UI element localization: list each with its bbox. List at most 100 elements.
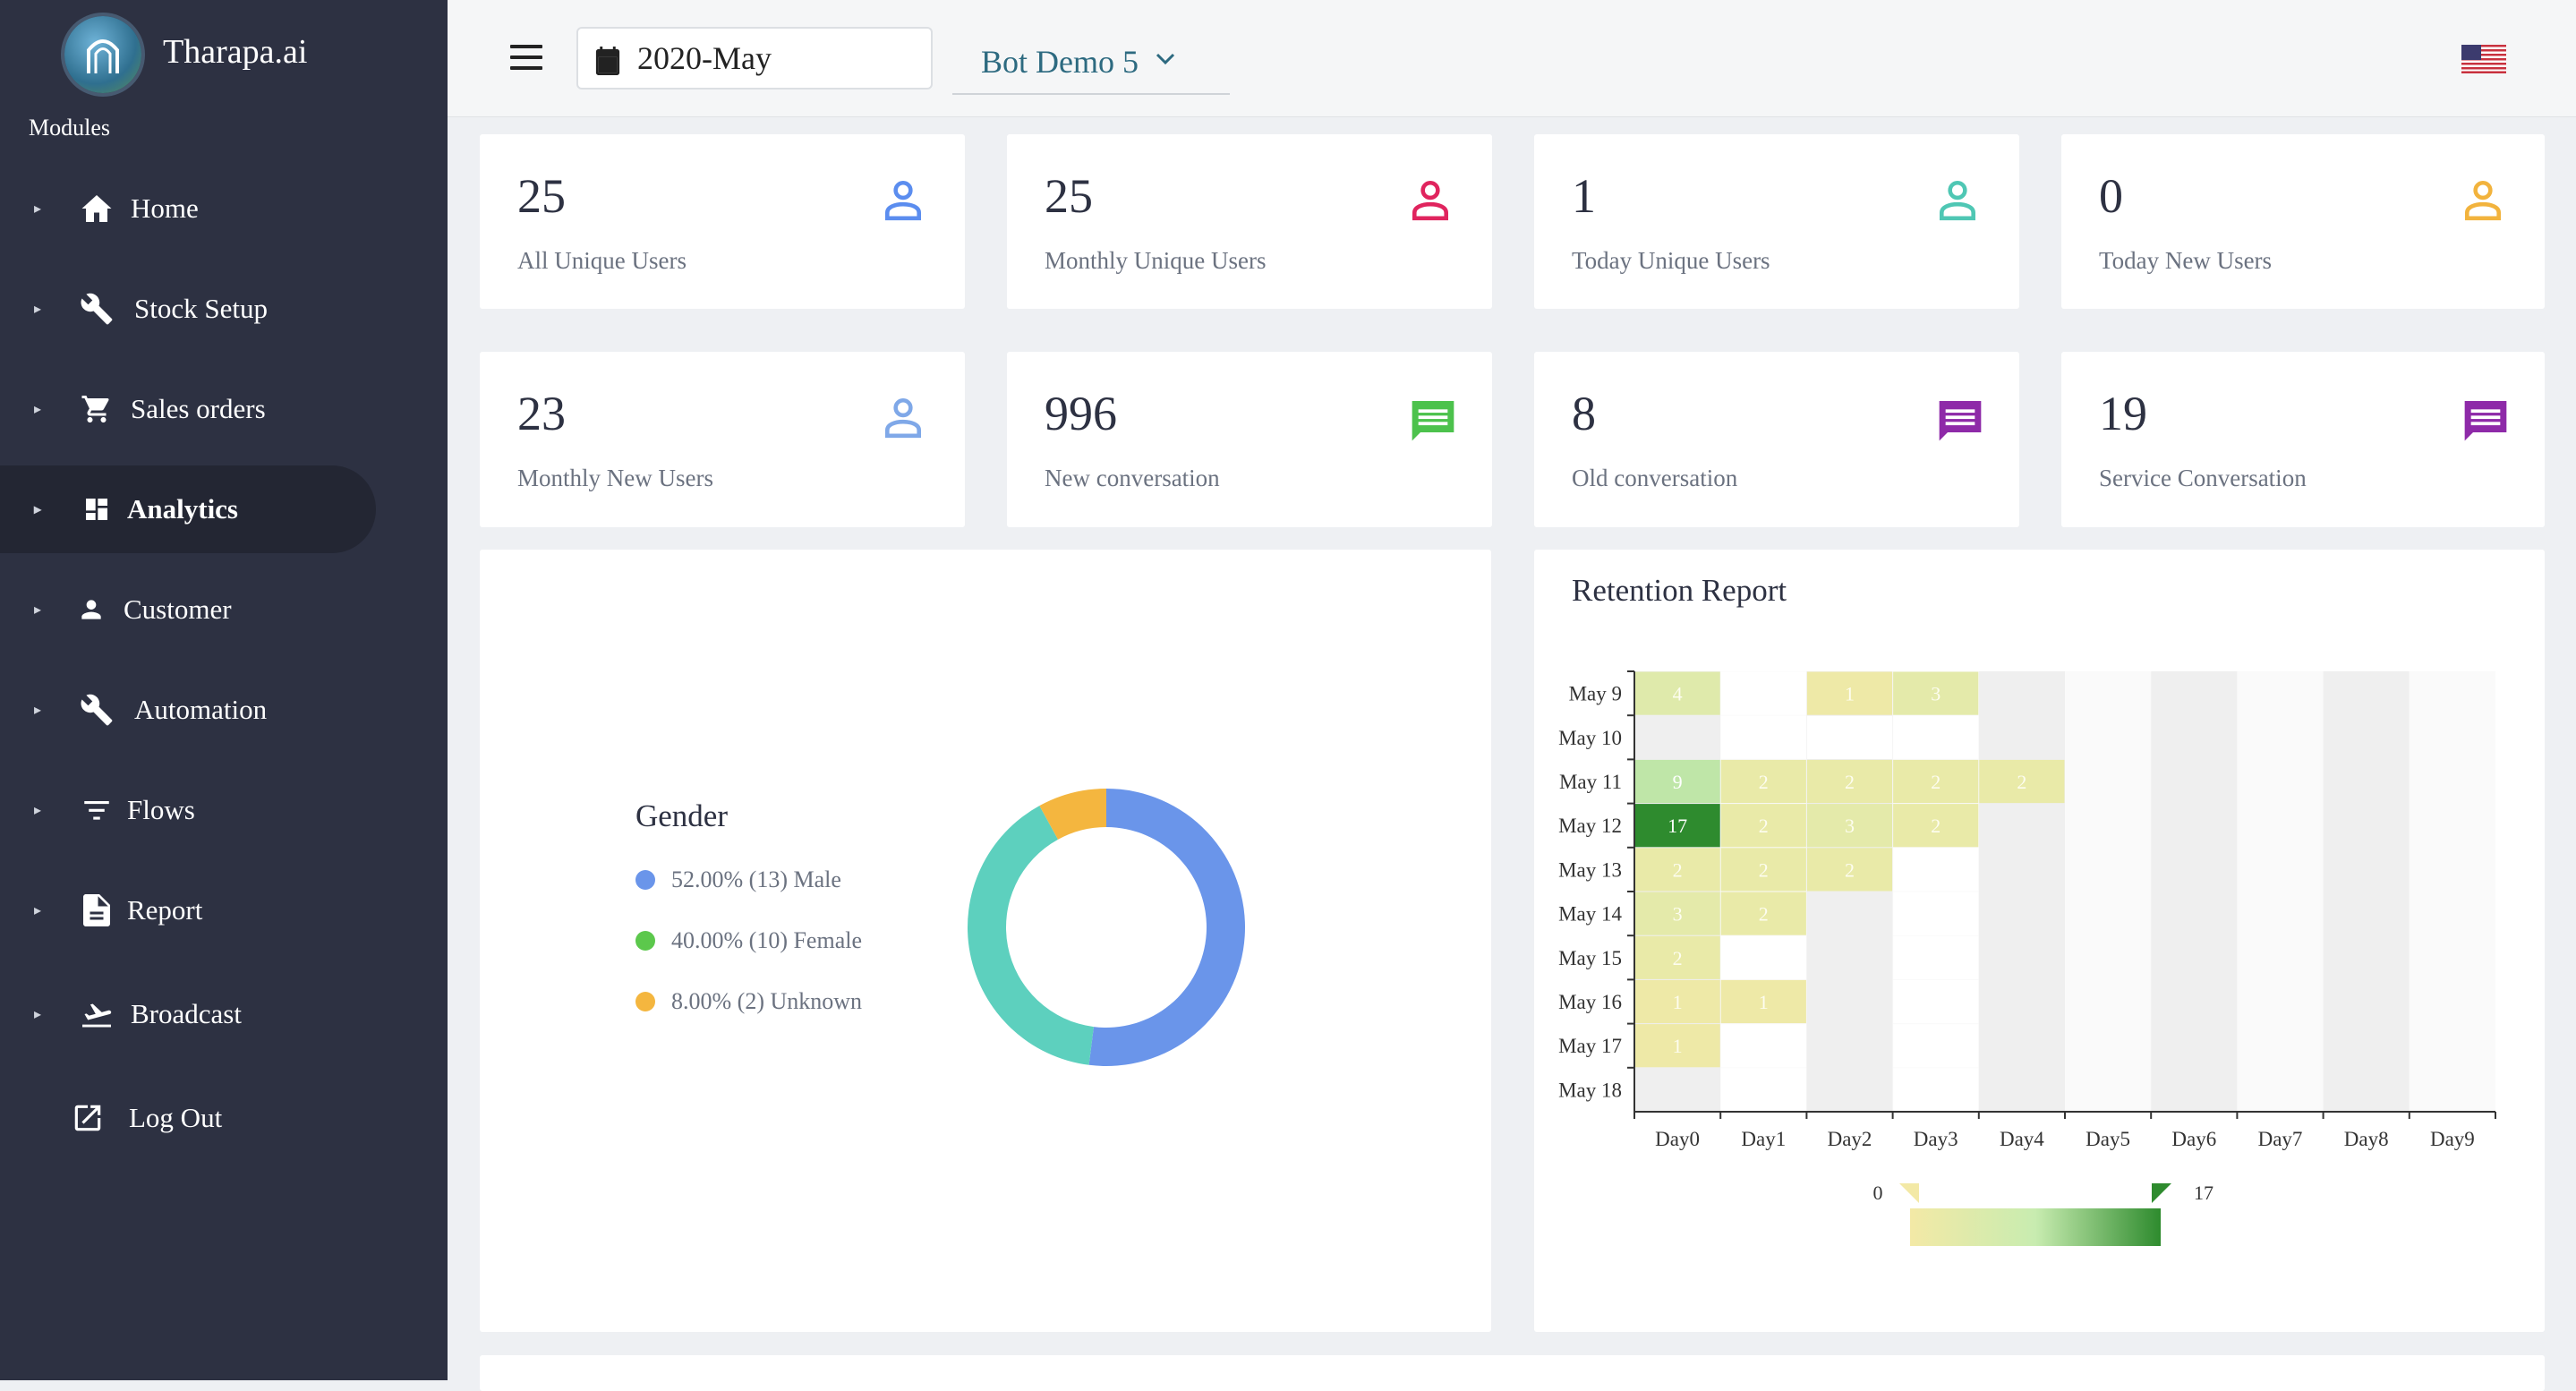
heatmap-cell[interactable] bbox=[1893, 759, 1979, 804]
sidebar-item-automation[interactable]: ▸ Automation bbox=[0, 666, 376, 754]
sidebar-item-broadcast[interactable]: ▸ Broadcast bbox=[0, 970, 376, 1058]
bot-select[interactable]: Bot Demo 5 bbox=[952, 36, 1230, 95]
sidebar-item-label: Stock Setup bbox=[134, 293, 268, 324]
heatmap-cell-label: 2 bbox=[1759, 771, 1769, 793]
retention-report-title: Retention Report bbox=[1572, 573, 1787, 608]
stat-value: 1 bbox=[1572, 169, 1596, 223]
modules-section-label: Modules bbox=[29, 115, 110, 141]
x-tick-label: Day2 bbox=[1828, 1128, 1872, 1150]
heatmap-cell[interactable] bbox=[1720, 892, 1806, 935]
heatmap-cell[interactable] bbox=[1720, 979, 1806, 1024]
heatmap-cell-label: 1 bbox=[1673, 991, 1683, 1013]
sidebar-item-sales-orders[interactable]: ▸ Sales orders bbox=[0, 365, 376, 453]
legend-item-unknown[interactable]: 8.00% (2) Unknown bbox=[635, 988, 862, 1015]
heatmap-cell-label: 2 bbox=[1845, 858, 1855, 881]
x-tick-label: Day8 bbox=[2344, 1128, 2389, 1150]
sidebar-item-label: Report bbox=[127, 894, 203, 926]
caret-right-icon: ▸ bbox=[34, 302, 42, 317]
menu-toggle-icon[interactable] bbox=[510, 45, 542, 70]
sidebar-item-stock-setup[interactable]: ▸ Stock Setup bbox=[0, 265, 376, 353]
heatmap-cell[interactable] bbox=[1806, 759, 1893, 804]
visual-map-min-handle[interactable] bbox=[1899, 1183, 1919, 1203]
heatmap-cell[interactable] bbox=[1634, 848, 1720, 892]
heatmap-cell[interactable] bbox=[1979, 759, 2065, 804]
heatmap-cell-label: 2 bbox=[1845, 771, 1855, 793]
heatmap-cell[interactable] bbox=[1720, 804, 1806, 848]
brand-name[interactable]: Tharapa.ai bbox=[163, 33, 308, 71]
stat-card-today-unique-users: 1 Today Unique Users bbox=[1534, 134, 2019, 309]
heatmap-cell[interactable] bbox=[1893, 715, 1979, 759]
heatmap-cell[interactable] bbox=[1720, 715, 1806, 759]
stat-label: All Unique Users bbox=[517, 247, 687, 274]
us-flag-icon[interactable] bbox=[2461, 45, 2506, 73]
y-tick-label: May 15 bbox=[1558, 947, 1622, 969]
chevron-down-icon bbox=[1155, 52, 1176, 71]
gender-donut-chart bbox=[968, 789, 1246, 1066]
user-icon bbox=[881, 395, 925, 439]
heatmap-column-bg bbox=[2409, 671, 2495, 1112]
brand-logo[interactable] bbox=[64, 16, 141, 93]
heatmap-cell[interactable] bbox=[1720, 759, 1806, 804]
heatmap-cell[interactable] bbox=[1634, 1024, 1720, 1068]
donut-slice-2[interactable] bbox=[1039, 789, 1106, 840]
heatmap-cell[interactable] bbox=[1893, 1068, 1979, 1112]
heatmap-cell[interactable] bbox=[1720, 935, 1806, 979]
legend-label: 52.00% (13) Male bbox=[671, 866, 841, 892]
message-icon bbox=[1408, 395, 1454, 441]
heatmap-cell[interactable] bbox=[1806, 804, 1893, 848]
heatmap-cell[interactable] bbox=[1893, 848, 1979, 892]
heatmap-cell[interactable] bbox=[1893, 935, 1979, 979]
heatmap-cell-label: 2 bbox=[1931, 771, 1941, 793]
external-link-icon bbox=[70, 1100, 106, 1136]
heatmap-cell[interactable] bbox=[1720, 671, 1806, 715]
heatmap-cell-label: 2 bbox=[1931, 815, 1941, 837]
heatmap-cell[interactable] bbox=[1634, 979, 1720, 1024]
legend-item-male[interactable]: 52.00% (13) Male bbox=[635, 866, 841, 893]
month-picker[interactable]: 2020-May bbox=[576, 27, 933, 90]
sidebar-item-analytics[interactable]: ▸ Analytics bbox=[0, 465, 376, 553]
legend-item-female[interactable]: 40.00% (10) Female bbox=[635, 927, 862, 954]
heatmap-cell[interactable] bbox=[1720, 1024, 1806, 1068]
y-tick-label: May 12 bbox=[1558, 815, 1622, 837]
donut-slice-1[interactable] bbox=[968, 806, 1094, 1065]
sidebar-item-label: Log Out bbox=[129, 1102, 223, 1133]
sidebar-item-log-out[interactable]: Log Out bbox=[0, 1074, 376, 1162]
heatmap-cell[interactable] bbox=[1893, 979, 1979, 1024]
heatmap-cell[interactable] bbox=[1634, 804, 1720, 848]
dashboard-icon bbox=[79, 491, 115, 527]
sidebar-item-report[interactable]: ▸ Report bbox=[0, 866, 376, 954]
heatmap-column-bg bbox=[2065, 671, 2152, 1112]
x-tick-label: Day6 bbox=[2171, 1128, 2216, 1150]
heatmap-cell[interactable] bbox=[1720, 1068, 1806, 1112]
heatmap-cell[interactable] bbox=[1720, 848, 1806, 892]
visual-map-max-handle[interactable] bbox=[2152, 1183, 2171, 1203]
heatmap-cell[interactable] bbox=[1634, 759, 1720, 804]
heatmap-cell[interactable] bbox=[1806, 671, 1893, 715]
visual-map-bar[interactable] bbox=[1910, 1208, 2161, 1246]
heatmap-cell-label: 3 bbox=[1931, 683, 1941, 705]
heatmap-cell[interactable] bbox=[1893, 1024, 1979, 1068]
sidebar-item-home[interactable]: ▸ Home bbox=[0, 165, 376, 252]
heatmap-cell[interactable] bbox=[1634, 892, 1720, 935]
message-icon bbox=[1935, 395, 1982, 441]
heatmap-cell[interactable] bbox=[1634, 935, 1720, 979]
heatmap-cell[interactable] bbox=[1634, 671, 1720, 715]
stat-value: 8 bbox=[1572, 387, 1596, 440]
sidebar-item-customer[interactable]: ▸ Customer bbox=[0, 566, 376, 653]
heatmap-cell[interactable] bbox=[1806, 715, 1893, 759]
heatmap-cell[interactable] bbox=[1893, 892, 1979, 935]
stat-label: Today Unique Users bbox=[1572, 247, 1770, 274]
message-icon bbox=[2461, 395, 2507, 441]
heatmap-cell[interactable] bbox=[1893, 804, 1979, 848]
stat-card-monthly-unique-users: 25 Monthly Unique Users bbox=[1007, 134, 1492, 309]
stat-label: Today New Users bbox=[2099, 247, 2273, 274]
stat-card-new-conversation: 996 New conversation bbox=[1007, 352, 1492, 527]
arch-logo-icon bbox=[87, 39, 119, 73]
heatmap-cell[interactable] bbox=[1806, 848, 1893, 892]
sidebar-item-label: Sales orders bbox=[131, 393, 266, 424]
heatmap-cell-label: 4 bbox=[1673, 683, 1683, 705]
donut-slice-0[interactable] bbox=[1088, 789, 1246, 1066]
stat-card-all-unique-users: 25 All Unique Users bbox=[480, 134, 965, 309]
sidebar-item-flows[interactable]: ▸ Flows bbox=[0, 766, 376, 854]
heatmap-cell[interactable] bbox=[1893, 671, 1979, 715]
